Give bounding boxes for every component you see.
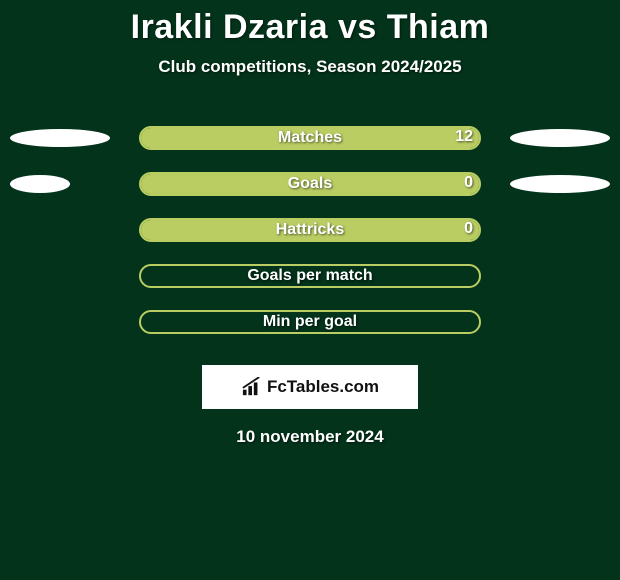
side-ellipse-right [510, 175, 610, 193]
stat-row: Hattricks 0 [0, 207, 620, 253]
stat-row: Min per goal [0, 299, 620, 345]
stat-value-right: 12 [455, 128, 473, 146]
page-title: Irakli Dzaria vs Thiam [0, 8, 620, 47]
logo-text: FcTables.com [267, 377, 379, 397]
stat-label: Goals [288, 175, 332, 193]
stat-label: Hattricks [276, 221, 344, 239]
logo: FcTables.com [241, 377, 379, 397]
date-line: 10 november 2024 [0, 427, 620, 447]
logo-box: FcTables.com [202, 365, 418, 409]
stat-bar: Goals [139, 172, 481, 196]
comparison-infographic: Irakli Dzaria vs Thiam Club competitions… [0, 0, 620, 580]
side-ellipse-left [10, 175, 70, 193]
side-ellipse-left [10, 129, 110, 147]
stat-bar: Goals per match [139, 264, 481, 288]
stat-row: Matches 12 [0, 115, 620, 161]
stat-label: Min per goal [263, 313, 357, 331]
stat-value-right: 0 [464, 220, 473, 238]
bar-chart-icon [241, 377, 263, 397]
stat-row: Goals per match [0, 253, 620, 299]
stat-label: Matches [278, 129, 342, 147]
page-subtitle: Club competitions, Season 2024/2025 [0, 57, 620, 77]
stat-bar: Hattricks [139, 218, 481, 242]
stats-block: Matches 12 Goals 0 Hattricks 0 Goals per match… [0, 115, 620, 345]
stat-bar: Min per goal [139, 310, 481, 334]
stat-label: Goals per match [247, 267, 372, 285]
stat-value-right: 0 [464, 174, 473, 192]
side-ellipse-right [510, 129, 610, 147]
stat-bar: Matches [139, 126, 481, 150]
stat-row: Goals 0 [0, 161, 620, 207]
